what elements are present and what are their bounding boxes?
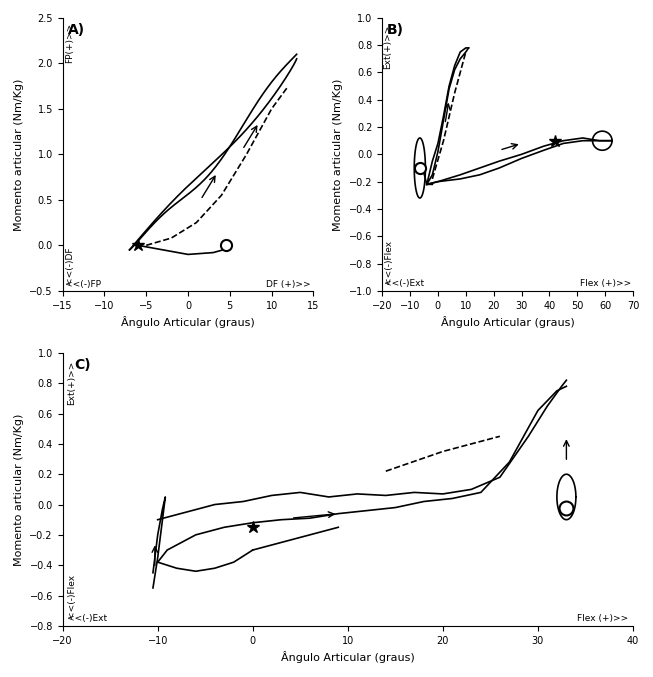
Text: Ext(+)>>: Ext(+)>> (67, 360, 76, 405)
X-axis label: Ângulo Articular (graus): Ângulo Articular (graus) (281, 651, 415, 663)
X-axis label: Ângulo Articular (graus): Ângulo Articular (graus) (441, 316, 575, 328)
Y-axis label: Momento articular (Nm/Kg): Momento articular (Nm/Kg) (334, 78, 343, 231)
Text: <<(-)Flex: <<(-)Flex (67, 574, 76, 618)
Text: A): A) (68, 23, 85, 37)
Text: <<(-)Flex: <<(-)Flex (383, 240, 392, 284)
Y-axis label: Momento articular (Nm/Kg): Momento articular (Nm/Kg) (14, 78, 24, 231)
Text: B): B) (387, 23, 404, 37)
Text: Flex (+)>>: Flex (+)>> (577, 614, 628, 623)
Y-axis label: Momento articular (Nm/Kg): Momento articular (Nm/Kg) (14, 413, 24, 565)
Text: Flex (+)>>: Flex (+)>> (581, 279, 631, 288)
Text: C): C) (74, 358, 91, 372)
Text: <<(-)DF: <<(-)DF (65, 246, 74, 284)
Text: Ext(+)>>: Ext(+)>> (383, 25, 392, 69)
Text: <<(-)Ext: <<(-)Ext (383, 279, 424, 288)
Text: FP(+)>>: FP(+)>> (65, 22, 74, 63)
X-axis label: Ângulo Articular (graus): Ângulo Articular (graus) (121, 316, 255, 328)
Text: DF (+)>>: DF (+)>> (266, 280, 311, 289)
Text: <<(-)Ext: <<(-)Ext (67, 614, 108, 623)
Text: <<(-)FP: <<(-)FP (65, 280, 101, 289)
